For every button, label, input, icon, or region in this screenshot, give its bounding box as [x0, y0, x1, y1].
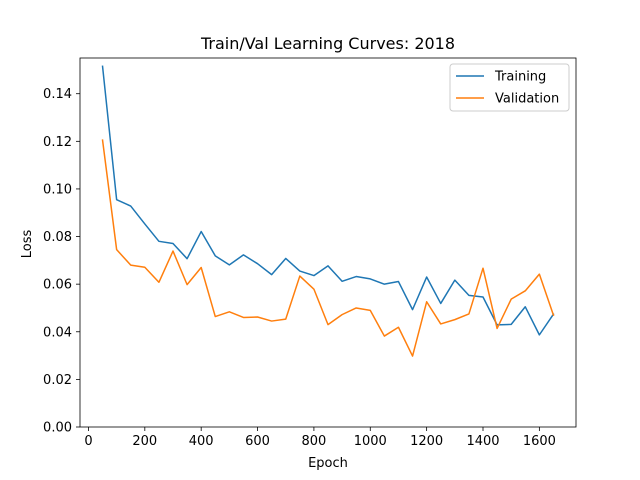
x-tick-label: 800 [301, 434, 326, 449]
y-tick-label: 0.02 [43, 373, 72, 388]
y-tick-label: 0.00 [43, 421, 72, 436]
axes-frame [79, 57, 577, 428]
x-tick-label: 1400 [466, 434, 499, 449]
y-tick-label: 0.10 [43, 182, 72, 197]
x-tick-label: 200 [132, 434, 157, 449]
y-tick-label: 0.12 [43, 135, 72, 150]
x-tick-label: 0 [84, 434, 92, 449]
y-tick-label: 0.06 [43, 278, 72, 293]
x-tick-label: 1600 [523, 434, 556, 449]
legend-label-validation: Validation [495, 92, 559, 107]
validation-series-line [101, 139, 555, 357]
x-tick-label: 1000 [354, 434, 387, 449]
x-tick-label: 600 [245, 434, 270, 449]
y-tick-label: 0.14 [43, 87, 72, 102]
x-tick-label: 1200 [410, 434, 443, 449]
legend-label-training: Training [494, 70, 546, 85]
y-tick-label: 0.04 [43, 325, 72, 340]
training-series-line [101, 65, 555, 336]
y-tick-label: 0.08 [43, 230, 72, 245]
x-tick-label: 400 [189, 434, 214, 449]
x-axis-title: Epoch [308, 456, 348, 471]
plot-area: 0 200 400 600 800 1000 1200 1400 1600 0.00 0.02 0.0… [43, 57, 577, 449]
y-axis-title: Loss [20, 230, 35, 259]
chart-title: Train/Val Learning Curves: 2018 [200, 34, 455, 53]
